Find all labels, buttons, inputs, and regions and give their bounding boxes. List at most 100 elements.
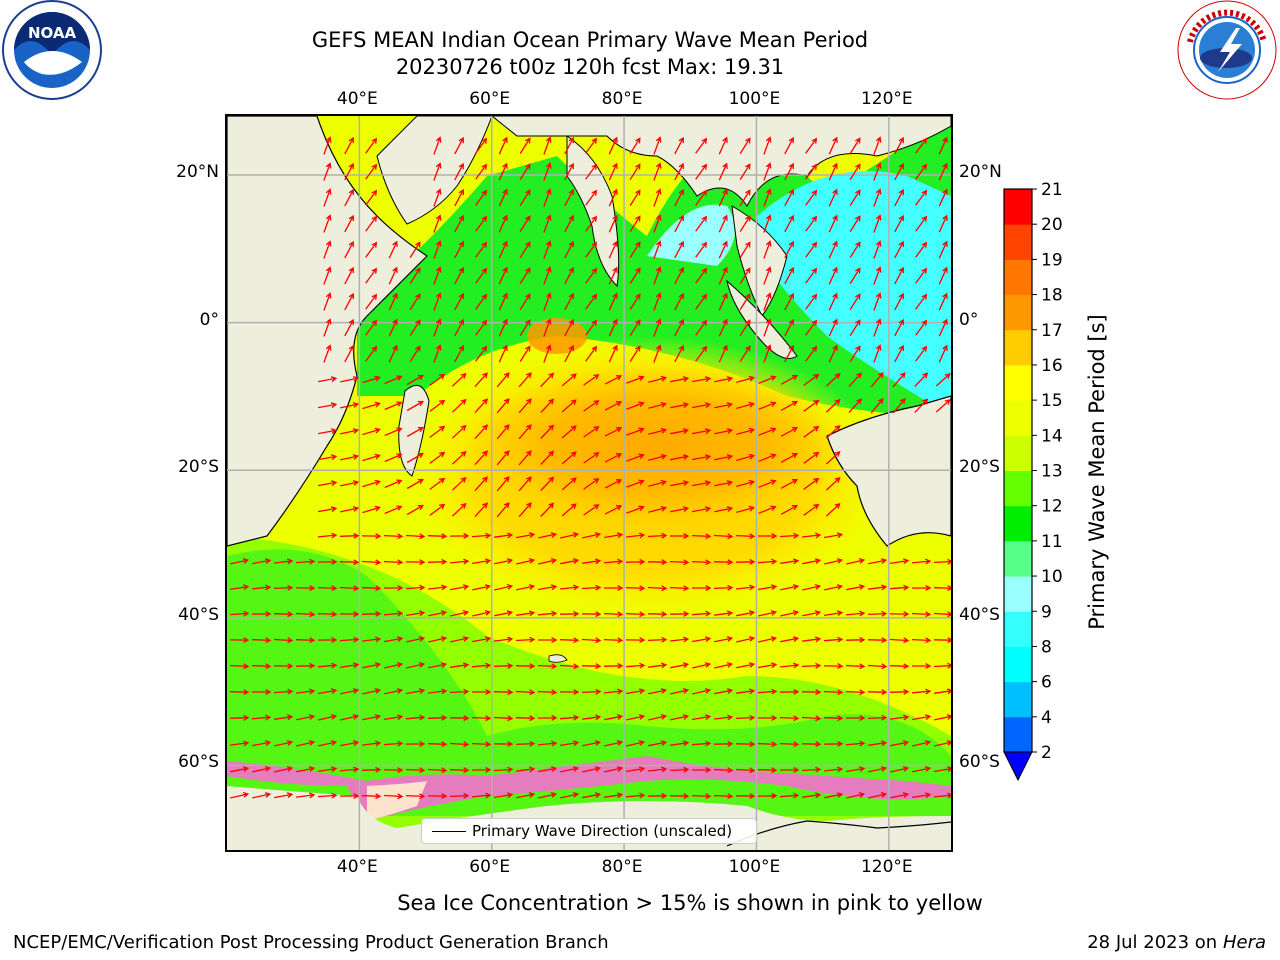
- wave-arrow: [361, 585, 382, 592]
- wave-arrow: [784, 240, 794, 259]
- wave-arrow: [519, 215, 531, 232]
- wave-arrow: [317, 585, 338, 592]
- wave-arrow: [938, 136, 948, 155]
- wave-arrow: [758, 401, 777, 410]
- wave-arrow: [848, 398, 863, 414]
- colorbar-segment: [1004, 716, 1032, 753]
- wave-arrow: [516, 792, 536, 799]
- wave-arrow: [429, 503, 446, 516]
- wave-arrow: [625, 585, 646, 592]
- colorbar-tick-label: 2: [1041, 743, 1052, 763]
- colorbar-segment: [1004, 611, 1032, 647]
- bottom-lon-tick: 100°E: [728, 857, 781, 877]
- wave-arrow: [915, 293, 928, 310]
- wave-arrow: [295, 662, 316, 669]
- wave-arrow: [494, 532, 514, 539]
- wave-arrow: [714, 454, 734, 461]
- kerguelen: [548, 654, 568, 663]
- wave-arrow: [626, 401, 645, 410]
- wave-arrow: [559, 637, 580, 644]
- wave-arrow: [845, 663, 866, 670]
- wave-arrow: [498, 292, 508, 311]
- wave-arrow: [317, 662, 338, 669]
- wave-arrow: [498, 214, 508, 233]
- wave-arrow: [801, 662, 822, 669]
- right-lat-tick: 60°S: [959, 752, 1000, 773]
- wave-arrow: [365, 189, 378, 206]
- wave-arrow: [471, 766, 492, 773]
- wave-arrow: [718, 214, 728, 233]
- nws-logo: [1176, 0, 1278, 100]
- wave-arrow: [383, 559, 404, 566]
- wave-arrow: [427, 741, 448, 748]
- wave-arrow: [648, 479, 667, 487]
- sea-ice-yellow: [367, 781, 427, 821]
- wave-arrow: [695, 319, 708, 336]
- wave-arrow: [629, 215, 641, 232]
- wave-arrow: [406, 661, 426, 669]
- wave-arrow: [365, 163, 378, 180]
- wave-arrow: [519, 241, 531, 258]
- wave-arrow: [344, 240, 354, 259]
- wave-arrow: [585, 163, 598, 180]
- colorbar-segment: [1004, 646, 1032, 683]
- wave-arrow: [362, 687, 382, 695]
- wave-arrow: [713, 740, 734, 747]
- wave-arrow: [296, 766, 316, 773]
- wave-arrow: [454, 188, 464, 207]
- wave-arrow: [779, 741, 800, 748]
- wave-arrow: [340, 428, 360, 435]
- wave-arrow: [823, 610, 844, 617]
- wave-arrow: [653, 344, 662, 363]
- wave-arrow: [493, 741, 514, 747]
- wave-arrow: [603, 662, 624, 669]
- wave-arrow: [405, 741, 426, 747]
- wave-arrow: [691, 533, 712, 540]
- wave-arrow: [608, 162, 618, 181]
- wave-arrow: [604, 585, 624, 591]
- wave-arrow: [252, 792, 272, 799]
- wave-arrow: [889, 584, 910, 591]
- colorbar-segment: [1004, 329, 1032, 366]
- wave-arrow: [669, 559, 690, 566]
- wave-arrow: [475, 189, 488, 206]
- wave-arrow: [295, 637, 316, 644]
- wave-arrow: [498, 162, 508, 181]
- wave-arrow: [561, 503, 577, 517]
- wave-arrow: [230, 740, 250, 747]
- wave-arrow: [406, 478, 424, 490]
- wave-arrow: [474, 424, 489, 440]
- wave-arrow: [451, 372, 467, 387]
- wave-arrow: [498, 318, 508, 337]
- wave-arrow: [867, 663, 888, 670]
- wave-arrow: [938, 318, 948, 337]
- colorbar-tick-label: 11: [1041, 532, 1063, 552]
- wave-arrow: [626, 714, 646, 721]
- wave-arrow: [585, 215, 598, 232]
- wave-arrow: [604, 714, 624, 721]
- wave-arrow: [516, 557, 536, 565]
- wave-arrow: [873, 136, 882, 155]
- top-lon-tick: 100°E: [728, 89, 781, 109]
- wave-arrow: [405, 584, 426, 591]
- wave-arrow: [718, 136, 728, 155]
- wave-arrow: [317, 454, 338, 461]
- wave-arrow: [274, 558, 294, 565]
- wave-arrow: [828, 292, 838, 311]
- wave-arrow: [763, 214, 772, 233]
- wave-arrow: [714, 661, 734, 669]
- wave-arrow: [519, 319, 531, 336]
- wave-arrow: [428, 584, 448, 591]
- wave-arrow: [867, 637, 888, 644]
- wave-arrow: [317, 428, 338, 435]
- wave-arrow: [873, 266, 882, 285]
- wave-arrow: [933, 585, 951, 592]
- wave-arrow: [323, 292, 332, 311]
- wave-arrow: [317, 688, 338, 695]
- wave-arrow: [475, 319, 488, 336]
- wave-arrow: [564, 240, 574, 259]
- wave-arrow: [823, 636, 844, 643]
- wave-arrow: [713, 584, 734, 591]
- wave-arrow: [362, 714, 382, 721]
- wave-arrow: [433, 214, 442, 233]
